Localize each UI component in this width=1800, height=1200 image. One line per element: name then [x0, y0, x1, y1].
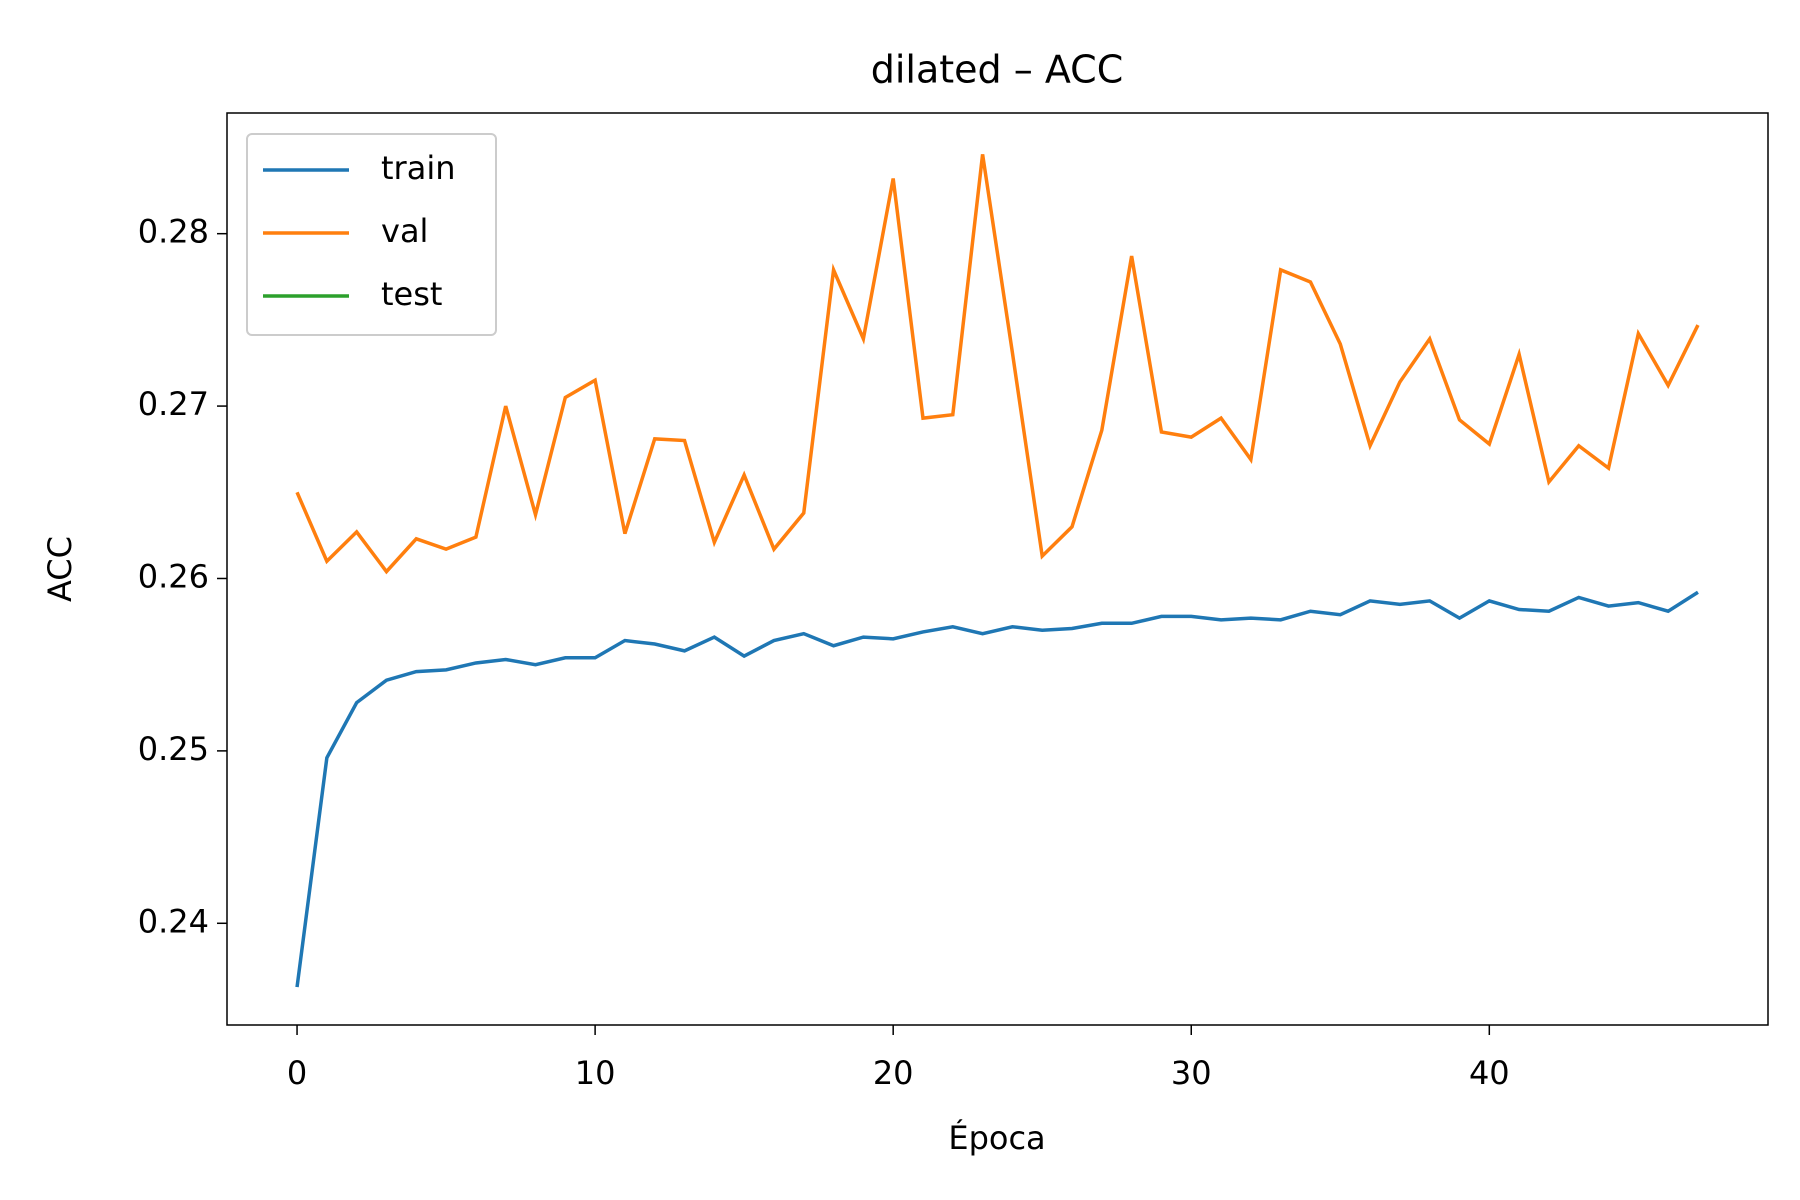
y-tick-label: 0.28 [138, 213, 209, 251]
y-tick-label: 0.24 [138, 902, 209, 940]
y-axis-label: ACC [41, 536, 79, 602]
x-axis-label: Época [948, 1119, 1045, 1157]
legend-label: val [381, 212, 428, 250]
x-tick-label: 20 [873, 1054, 914, 1092]
y-tick-label: 0.26 [138, 557, 209, 595]
legend-label: train [381, 149, 455, 187]
line [295, 590, 1699, 988]
x-tick-label: 0 [287, 1054, 307, 1092]
x-tick-label: 10 [575, 1054, 616, 1092]
x-tick-label: 30 [1171, 1054, 1212, 1092]
plot-frame [226, 112, 1769, 1026]
chart-title: dilated – ACC [871, 48, 1123, 92]
line [295, 154, 1700, 575]
y-tick-label: 0.27 [138, 385, 209, 423]
legend-label: test [381, 275, 442, 313]
legend-box [246, 133, 497, 336]
y-tick-label: 0.25 [138, 730, 209, 768]
x-tick-label: 40 [1469, 1054, 1510, 1092]
